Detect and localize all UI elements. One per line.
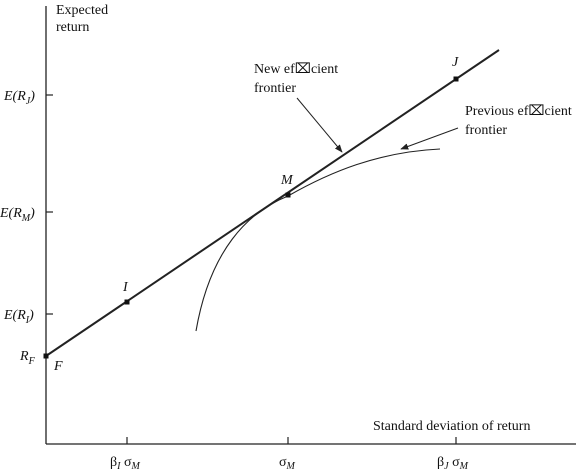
new-frontier-annotation-line-2: frontier: [254, 81, 296, 96]
previous-frontier-annotation-line-2: frontier: [465, 123, 507, 138]
new-frontier-arrow: [296, 97, 343, 153]
x-tick-label-beta-j-sigma-m: βJ σM: [437, 455, 469, 472]
point-f-label: F: [53, 359, 63, 374]
previous-frontier-arrow: [400, 127, 459, 150]
previous-efficient-frontier-curve: [195, 148, 441, 332]
x-tick-label-beta-i-sigma-m: βI σM: [110, 455, 141, 472]
previous-frontier-annotation-line-1: Previous ef⌧cient: [465, 104, 572, 119]
y-axis-label-line-2: return: [56, 20, 89, 35]
point-m-label: M: [280, 173, 294, 188]
y-axis-label-line-1: Expected: [56, 3, 108, 18]
y-tick-label-rf: RF: [19, 349, 36, 367]
y-tick-label-er-m: E(RM): [0, 206, 35, 224]
point-j-label: J: [452, 55, 459, 70]
y-tick-label-er-j: E(RJ): [3, 89, 35, 107]
new-frontier-annotation-line-1: New ef⌧cient: [254, 62, 338, 77]
point-i-label: I: [122, 280, 129, 295]
x-axis-label: Standard deviation of return: [373, 419, 530, 434]
point-f-marker: [43, 353, 49, 359]
x-tick-label-sigma-m: σM: [279, 455, 296, 472]
point-m-marker: [285, 192, 291, 198]
y-tick-label-er-i: E(RI): [3, 308, 34, 326]
point-i-marker: [124, 299, 130, 305]
point-j-marker: [453, 76, 459, 82]
